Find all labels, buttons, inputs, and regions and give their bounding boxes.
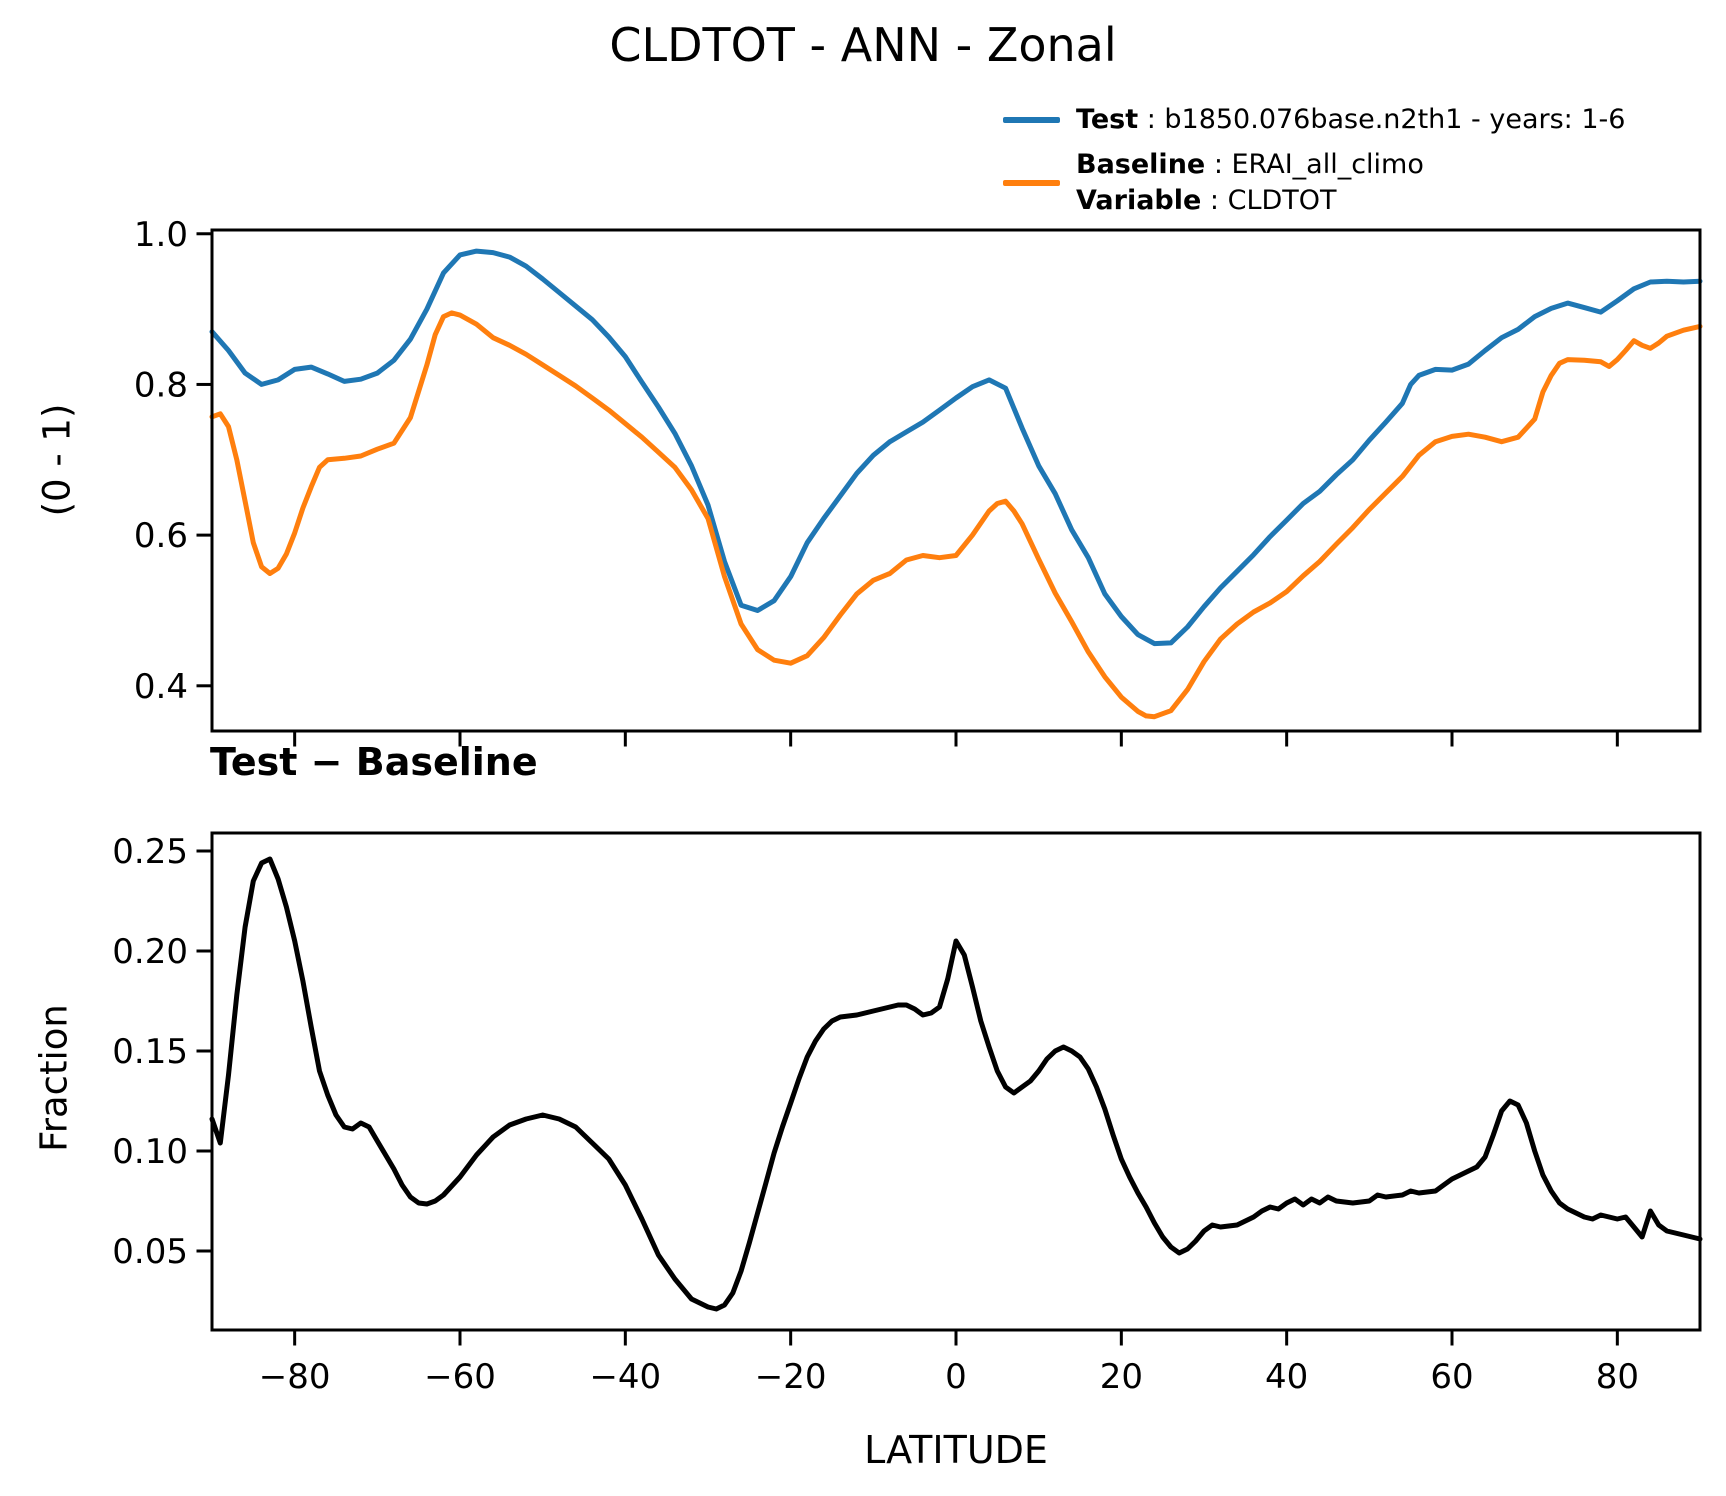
- legend-item-baseline: Baseline : ERAI_all_climo Variable : CLD…: [1003, 147, 1625, 219]
- legend-test-value: : b1850.076base.n2th1 - years: 1-6: [1138, 104, 1626, 135]
- legend-variable-key: Variable: [1076, 185, 1202, 216]
- legend-test-key: Test: [1076, 104, 1139, 135]
- y-tick-label: 0.15: [112, 1032, 188, 1072]
- x-tick-label: 60: [1430, 1357, 1473, 1397]
- legend: Test : b1850.076base.n2th1 - years: 1-6 …: [1003, 102, 1625, 219]
- y-tick-label: 1.0: [134, 215, 188, 255]
- x-tick-label: −40: [589, 1357, 661, 1397]
- series-line-baseline: [209, 310, 1703, 720]
- x-tick-label: −80: [259, 1357, 331, 1397]
- x-tick-label: 40: [1265, 1357, 1308, 1397]
- legend-baseline-key: Baseline: [1076, 149, 1206, 180]
- x-tick-label: −60: [424, 1357, 496, 1397]
- test-line-swatch: [1003, 117, 1060, 123]
- bottom-panel-ylabel: Fraction: [32, 1004, 76, 1152]
- legend-variable-value: : CLDTOT: [1201, 185, 1337, 216]
- y-tick-label: 0.10: [112, 1132, 188, 1172]
- y-tick-label: 0.25: [112, 832, 188, 872]
- legend-entry-baseline: Baseline : ERAI_all_climo: [1076, 147, 1424, 183]
- top-panel-axes: [210, 228, 1702, 733]
- baseline-line-swatch: [1003, 180, 1060, 186]
- top-panel-ylabel: (0 - 1): [35, 403, 79, 517]
- legend-baseline-value: : ERAI_all_climo: [1205, 149, 1424, 180]
- y-tick-label: 0.05: [112, 1232, 188, 1272]
- series-line-diff: [209, 856, 1703, 1312]
- x-tick-label: −20: [755, 1357, 827, 1397]
- legend-item-test: Test : b1850.076base.n2th1 - years: 1-6: [1003, 102, 1625, 138]
- bottom-panel-title: Test − Baseline: [210, 740, 538, 784]
- figure-title: CLDTOT - ANN - Zonal: [609, 18, 1117, 72]
- legend-entry-variable: Variable : CLDTOT: [1076, 183, 1424, 219]
- y-tick-label: 0.6: [134, 516, 188, 556]
- y-tick-label: 0.20: [112, 932, 188, 972]
- x-tick-label: 80: [1596, 1357, 1639, 1397]
- series-line-test: [209, 248, 1703, 647]
- x-tick-label: 20: [1100, 1357, 1143, 1397]
- x-axis-label: LATITUDE: [864, 1428, 1048, 1472]
- y-tick-label: 0.8: [134, 365, 188, 405]
- y-tick-label: 0.4: [134, 667, 188, 707]
- bottom-panel-axes: [210, 831, 1702, 1332]
- legend-entry-test: Test : b1850.076base.n2th1 - years: 1-6: [1076, 102, 1625, 138]
- x-tick-label: 0: [945, 1357, 967, 1397]
